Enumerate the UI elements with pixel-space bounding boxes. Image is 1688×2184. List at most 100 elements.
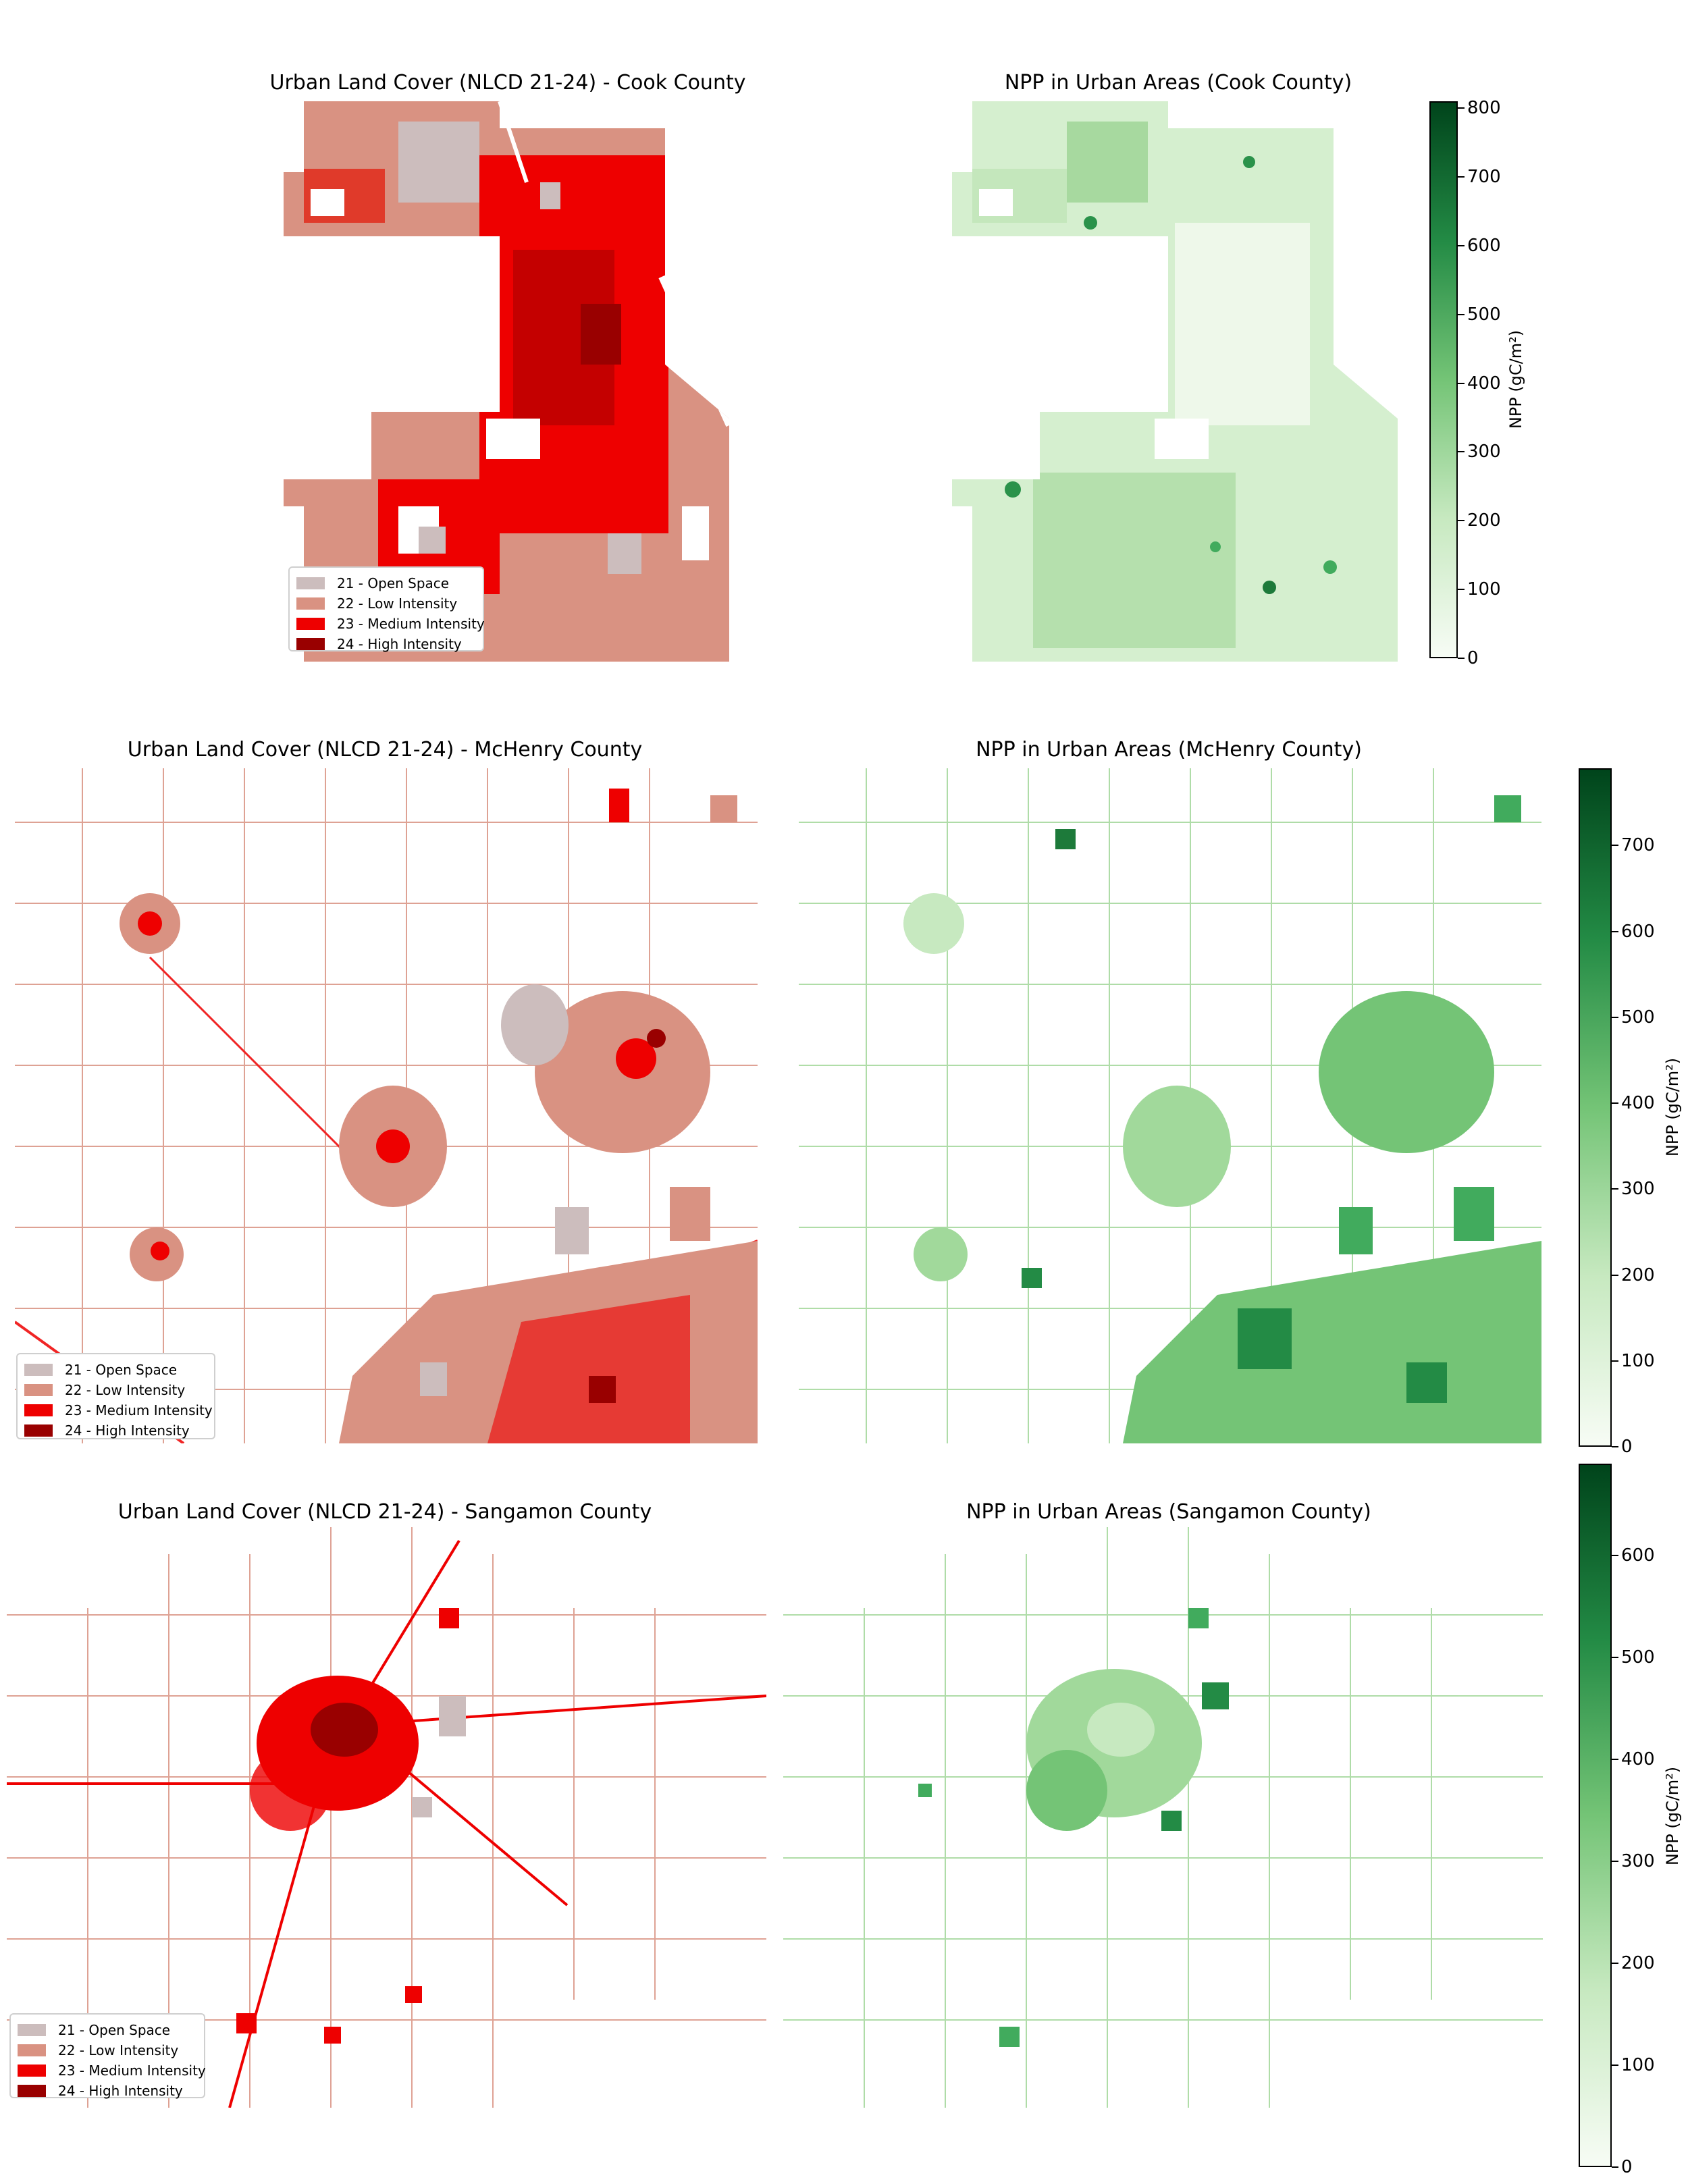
colorbar-tick-label: 300: [1621, 1179, 1655, 1200]
legend-label: 23 - Medium Intensity: [65, 1402, 213, 1418]
sangamon-landcover-title: Urban Land Cover (NLCD 21-24) - Sangamon…: [117, 1500, 652, 1524]
colorbar-tick-label: 200: [1621, 1952, 1655, 1973]
legend-label: 22 - Low Intensity: [337, 595, 458, 612]
legend-label: 21 - Open Space: [337, 575, 450, 591]
colorbar-tick: [1458, 382, 1465, 384]
swatch: [24, 1384, 53, 1396]
colorbar-tick-label: 300: [1467, 442, 1501, 462]
cook-legend: 21 - Open Space 22 - Low Intensity 23 - …: [288, 566, 485, 654]
colorbar-tick-label: 0: [1467, 648, 1479, 668]
colorbar-tick: [1612, 1360, 1618, 1362]
colorbar-tick: [1458, 520, 1465, 522]
colorbar-tick-label: 300: [1621, 1850, 1655, 1871]
colorbar-tick-label: 100: [1621, 2054, 1655, 2075]
colorbar-tick: [1612, 1656, 1618, 1658]
colorbar-tick: [1458, 107, 1465, 109]
colorbar-tick: [1612, 1860, 1618, 1862]
colorbar-tick: [1458, 589, 1465, 591]
colorbar-tick: [1612, 1102, 1618, 1104]
cook-colorbar: [1429, 101, 1458, 658]
sangamon-landcover-map: [7, 1527, 766, 2108]
colorbar-tick: [1612, 1016, 1618, 1018]
legend-item: 22 - Low Intensity: [296, 593, 476, 614]
colorbar-tick-label: 200: [1621, 1264, 1655, 1285]
sangamon-colorbar-label: NPP (gC/m²): [1663, 1766, 1682, 1866]
sangamon-legend: 21 - Open Space 22 - Low Intensity 23 - …: [9, 2013, 206, 2101]
mchenry-legend: 21 - Open Space 22 - Low Intensity 23 - …: [16, 1353, 215, 1439]
colorbar-tick: [1612, 1274, 1618, 1276]
colorbar-tick: [1612, 2166, 1618, 2168]
legend-item: 24 - High Intensity: [296, 634, 476, 654]
legend-item: 23 - Medium Intensity: [24, 1400, 213, 1420]
legend-item: 23 - Medium Intensity: [18, 2060, 206, 2081]
colorbar-tick-label: 600: [1621, 921, 1655, 942]
colorbar-tick: [1612, 1446, 1618, 1447]
swatch: [24, 1364, 53, 1376]
swatch: [296, 577, 325, 589]
colorbar-tick-label: 400: [1621, 1093, 1655, 1114]
sangamon-npp-title: NPP in Urban Areas (Sangamon County): [966, 1500, 1371, 1524]
legend-label: 22 - Low Intensity: [65, 1382, 186, 1398]
legend-label: 24 - High Intensity: [65, 1422, 190, 1439]
swatch: [296, 618, 325, 630]
colorbar-tick-label: 500: [1621, 1647, 1655, 1668]
colorbar-tick-label: 700: [1621, 835, 1655, 856]
legend-label: 22 - Low Intensity: [58, 2042, 179, 2058]
legend-item: 24 - High Intensity: [18, 2081, 197, 2101]
cook-landcover-title: Urban Land Cover (NLCD 21-24) - Cook Cou…: [269, 71, 746, 95]
colorbar-tick-label: 100: [1467, 579, 1501, 600]
colorbar-tick-label: 200: [1467, 510, 1501, 531]
legend-item: 23 - Medium Intensity: [296, 614, 485, 634]
colorbar-tick: [1612, 930, 1618, 932]
mchenry-npp-map: [799, 768, 1541, 1443]
legend-item: 21 - Open Space: [24, 1360, 207, 1380]
mchenry-colorbar-label: NPP (gC/m²): [1663, 1057, 1682, 1157]
swatch: [18, 2085, 46, 2097]
swatch: [24, 1404, 53, 1416]
legend-item: 21 - Open Space: [18, 2020, 197, 2040]
colorbar-tick: [1612, 1962, 1618, 1964]
legend-label: 24 - High Intensity: [58, 2083, 183, 2099]
swatch: [296, 597, 325, 610]
colorbar-tick-label: 0: [1621, 1437, 1633, 1457]
colorbar-tick: [1458, 176, 1465, 178]
mchenry-colorbar: [1579, 768, 1612, 1447]
colorbar-tick: [1612, 1758, 1618, 1760]
swatch: [296, 638, 325, 650]
colorbar-tick-label: 400: [1467, 373, 1501, 394]
legend-label: 21 - Open Space: [58, 2022, 171, 2038]
swatch: [18, 2065, 46, 2077]
cook-npp-map: [952, 101, 1398, 662]
colorbar-tick-label: 0: [1621, 2157, 1633, 2177]
cook-npp-title: NPP in Urban Areas (Cook County): [1004, 71, 1352, 95]
sangamon-npp-map: [783, 1527, 1543, 2108]
legend-item: 24 - High Intensity: [24, 1420, 207, 1441]
colorbar-tick-label: 600: [1467, 235, 1501, 256]
legend-label: 23 - Medium Intensity: [58, 2062, 206, 2079]
colorbar-tick: [1458, 451, 1465, 453]
colorbar-tick-label: 600: [1621, 1545, 1655, 1566]
cook-colorbar-label: NPP (gC/m²): [1506, 329, 1525, 429]
colorbar-tick: [1458, 244, 1465, 246]
mchenry-landcover-title: Urban Land Cover (NLCD 21-24) - McHenry …: [127, 738, 643, 762]
colorbar-tick-label: 500: [1621, 1007, 1655, 1028]
legend-item: 22 - Low Intensity: [24, 1380, 207, 1400]
swatch: [24, 1424, 53, 1437]
colorbar-tick: [1612, 2064, 1618, 2066]
legend-label: 21 - Open Space: [65, 1362, 178, 1378]
legend-item: 21 - Open Space: [296, 573, 476, 593]
colorbar-tick: [1612, 1554, 1618, 1556]
colorbar-tick: [1612, 845, 1618, 847]
colorbar-tick: [1612, 1188, 1618, 1190]
colorbar-tick-label: 400: [1621, 1749, 1655, 1769]
mchenry-landcover-map: [15, 768, 758, 1443]
colorbar-tick-label: 700: [1467, 167, 1501, 188]
colorbar-tick-label: 100: [1621, 1350, 1655, 1371]
colorbar-tick: [1458, 313, 1465, 315]
colorbar-tick-label: 500: [1467, 304, 1501, 325]
swatch: [18, 2024, 46, 2036]
legend-item: 22 - Low Intensity: [18, 2040, 197, 2060]
swatch: [18, 2044, 46, 2056]
colorbar-tick: [1458, 658, 1465, 659]
sangamon-colorbar: [1579, 1464, 1612, 2167]
